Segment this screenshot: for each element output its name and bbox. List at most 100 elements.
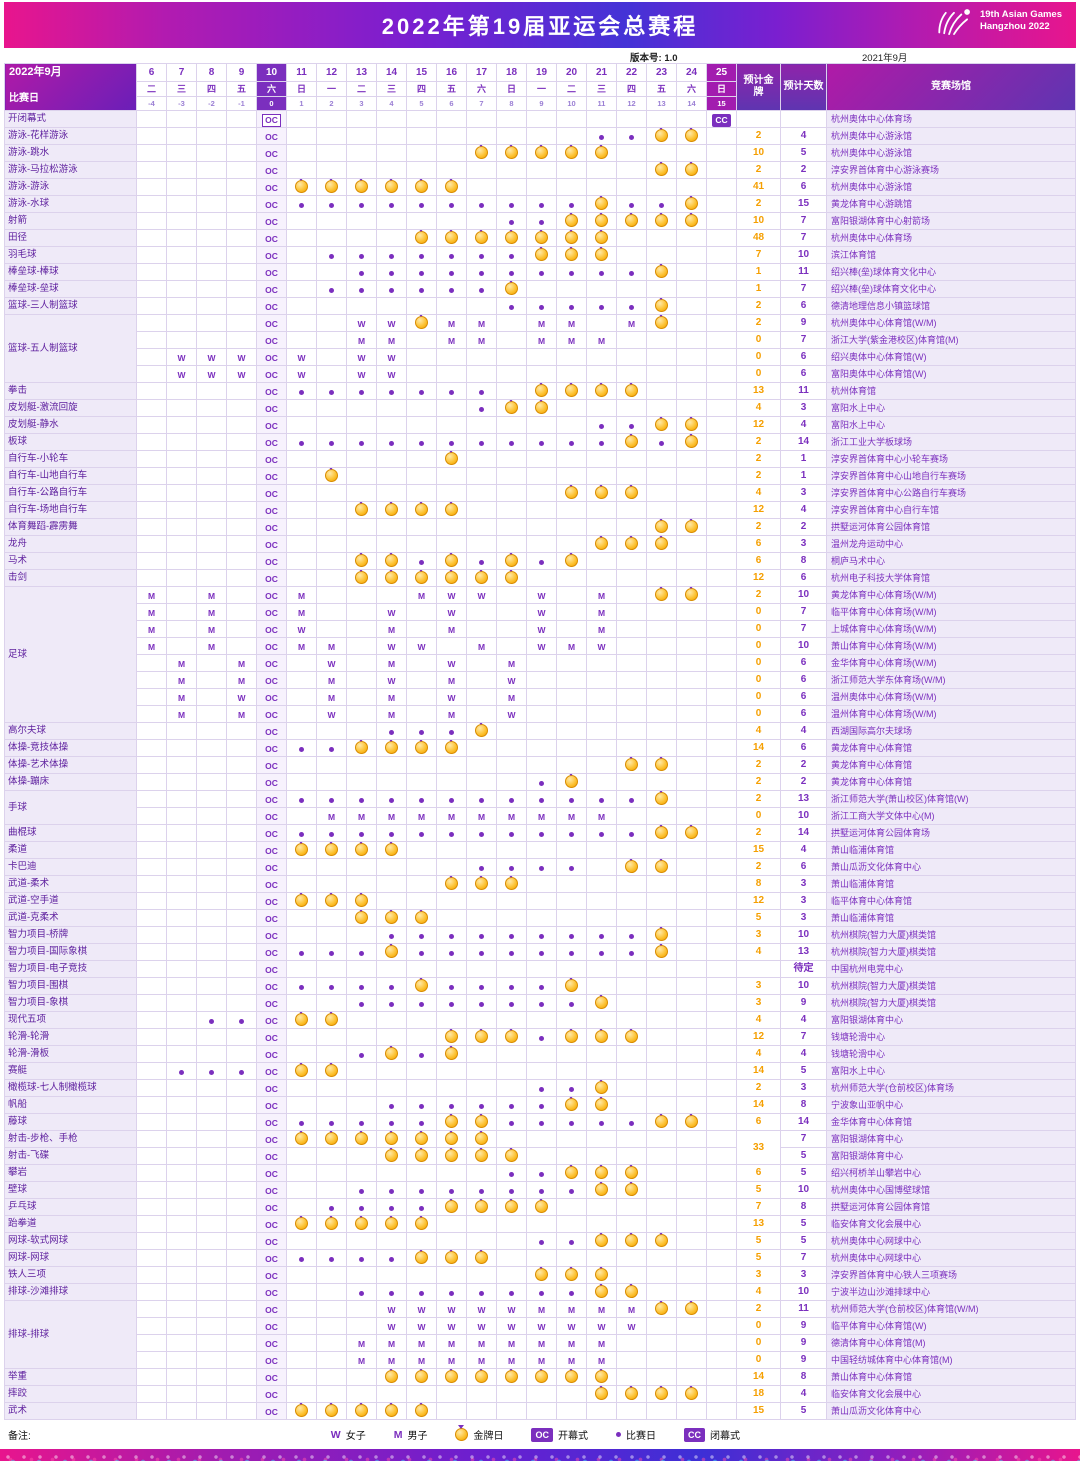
schedule-cell bbox=[676, 1317, 707, 1335]
match-day-dot bbox=[569, 271, 574, 276]
schedule-cell bbox=[616, 824, 647, 842]
schedule-cell bbox=[706, 1181, 737, 1199]
weekday-header: 一 bbox=[316, 81, 347, 97]
gold-medal-icon bbox=[655, 944, 668, 959]
schedule-cell bbox=[346, 977, 377, 995]
schedule-cell bbox=[346, 841, 377, 859]
schedule-cell bbox=[316, 467, 347, 485]
schedule-cell: M bbox=[166, 654, 197, 672]
schedule-cell: W bbox=[376, 348, 407, 366]
schedule-row: 轮滑-滑板 OC 4 4 钱塘轮滑中心 bbox=[4, 1045, 1076, 1063]
sport-label: 网球-网球 bbox=[4, 1249, 137, 1267]
schedule-cell bbox=[136, 943, 167, 961]
schedule-cell bbox=[616, 1249, 647, 1267]
day-offset-header: 5 bbox=[406, 96, 437, 111]
schedule-cell bbox=[316, 875, 347, 893]
golds-cell: 3 bbox=[736, 977, 781, 995]
days-cell: 7 bbox=[780, 1249, 827, 1267]
schedule-cell: M bbox=[586, 1300, 617, 1318]
schedule-cell bbox=[286, 450, 317, 468]
schedule-cell bbox=[196, 263, 227, 281]
match-day-dot bbox=[329, 1257, 334, 1262]
schedule-row: 羽毛球 OC 7 10 滨江体育馆 bbox=[4, 246, 1076, 264]
schedule-cell bbox=[616, 195, 647, 213]
legend-item: 比赛日 bbox=[615, 1427, 656, 1442]
golds-cell: 1 bbox=[736, 280, 781, 298]
schedule-cell bbox=[166, 603, 197, 621]
schedule-cell bbox=[316, 1011, 347, 1029]
match-day-dot bbox=[539, 985, 544, 990]
gender-marker: M bbox=[567, 336, 576, 346]
gender-marker: M bbox=[393, 1428, 403, 1441]
schedule-cell bbox=[646, 331, 677, 349]
schedule-cell bbox=[166, 297, 197, 315]
gold-medal-icon bbox=[595, 1029, 608, 1044]
schedule-cell bbox=[496, 501, 527, 519]
schedule-cell bbox=[196, 773, 227, 791]
gender-marker: M bbox=[387, 336, 396, 346]
schedule-cell bbox=[346, 416, 377, 434]
schedule-cell bbox=[166, 841, 197, 859]
gender-marker: M bbox=[627, 319, 636, 329]
gender-marker: M bbox=[417, 1356, 426, 1366]
schedule-cell: M bbox=[376, 705, 407, 723]
schedule-cell bbox=[226, 1062, 257, 1080]
match-day-dot bbox=[389, 985, 394, 990]
schedule-cell bbox=[346, 127, 377, 145]
schedule-cell bbox=[706, 348, 737, 366]
schedule-cell bbox=[316, 1215, 347, 1233]
schedule-cell bbox=[676, 960, 707, 978]
match-day-dot bbox=[389, 832, 394, 837]
schedule-cell bbox=[226, 637, 257, 655]
venue-header: 竞赛场馆 bbox=[826, 63, 1076, 111]
schedule-cell bbox=[586, 1011, 617, 1029]
schedule-cell bbox=[556, 943, 587, 961]
schedule-cell: W bbox=[526, 637, 557, 655]
schedule-cell bbox=[196, 297, 227, 315]
match-day-dot bbox=[449, 832, 454, 837]
golds-cell: 13 bbox=[736, 382, 781, 400]
schedule-cell bbox=[436, 178, 467, 196]
match-day-dot bbox=[599, 934, 604, 939]
opening-ceremony-marker: OC bbox=[265, 523, 278, 533]
schedule-cell bbox=[166, 1045, 197, 1063]
match-day-dot bbox=[419, 1121, 424, 1126]
schedule-cell bbox=[346, 552, 377, 570]
gender-marker: M bbox=[627, 1305, 636, 1315]
schedule-row: OC M M M M M M M M M 0 9 德清体育中心体育馆(M) bbox=[5, 1334, 1076, 1352]
schedule-cell bbox=[346, 739, 377, 757]
schedule-cell bbox=[556, 960, 587, 978]
schedule-cell bbox=[286, 314, 317, 332]
venue-cell: 临平体育中心体育馆 bbox=[826, 892, 1076, 910]
match-day-dot bbox=[449, 1291, 454, 1296]
golds-cell: 2 bbox=[736, 1300, 781, 1318]
match-day-dot bbox=[209, 1070, 214, 1075]
days-cell bbox=[780, 110, 827, 128]
match-day-dot bbox=[569, 1291, 574, 1296]
schedule-cell: OC bbox=[256, 161, 287, 179]
schedule-cell bbox=[316, 416, 347, 434]
schedule-cell bbox=[436, 127, 467, 145]
match-day-dot bbox=[479, 985, 484, 990]
schedule-cell bbox=[466, 1062, 497, 1080]
gender-marker: W bbox=[297, 370, 306, 380]
golds-cell: 33 bbox=[736, 1130, 781, 1165]
schedule-cell bbox=[226, 229, 257, 247]
schedule-cell bbox=[556, 790, 587, 808]
gender-marker: W bbox=[387, 319, 396, 329]
schedule-cell bbox=[406, 1011, 437, 1029]
gold-medal-icon bbox=[385, 179, 398, 194]
schedule-cell bbox=[346, 960, 377, 978]
golds-cell: 12 bbox=[736, 501, 781, 519]
schedule-cell bbox=[586, 722, 617, 740]
schedule-row: 游泳-马拉松游泳 OC 2 2 淳安界首体育中心游泳赛场 bbox=[4, 161, 1076, 179]
schedule-cell bbox=[346, 926, 377, 944]
gold-medal-icon bbox=[475, 145, 488, 160]
schedule-cell bbox=[466, 195, 497, 213]
schedule-cell bbox=[196, 1232, 227, 1250]
schedule-cell bbox=[706, 1266, 737, 1284]
schedule-cell bbox=[646, 1147, 677, 1165]
schedule-row: M M OC W M M W 0 6 温州体育中心体育场(W/M) bbox=[5, 705, 1076, 723]
gold-medal-icon bbox=[505, 230, 518, 245]
schedule-cell bbox=[706, 1045, 737, 1063]
